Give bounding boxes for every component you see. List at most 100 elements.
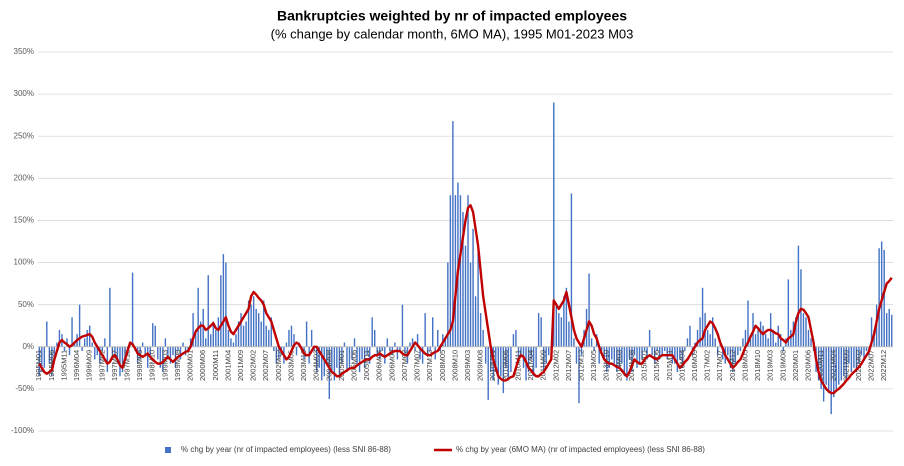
bar — [863, 346, 865, 360]
bar — [477, 245, 479, 347]
bar — [207, 275, 209, 347]
y-tick-label: 50% — [18, 300, 34, 309]
bar — [94, 346, 96, 360]
bar — [853, 346, 855, 368]
bar — [389, 346, 391, 351]
bar — [356, 346, 358, 364]
bar — [310, 329, 313, 347]
bar — [351, 346, 353, 360]
bar — [232, 342, 235, 347]
x-tick-label: 2005M11 — [362, 350, 371, 381]
x-tick-label: 2022M12 — [879, 350, 888, 381]
bar — [739, 346, 742, 351]
bar — [472, 228, 474, 347]
bar — [114, 346, 116, 356]
bar — [699, 317, 701, 347]
bar — [658, 346, 661, 360]
bar — [381, 346, 383, 351]
x-tick-label: 2021M09 — [841, 350, 850, 381]
bar — [517, 346, 520, 364]
bar — [500, 346, 502, 377]
bar — [888, 308, 890, 347]
bar — [674, 346, 676, 364]
bar — [83, 338, 86, 347]
bar — [273, 346, 275, 351]
bar — [459, 195, 462, 347]
x-tick-label: 2001M09 — [236, 350, 245, 381]
bar — [386, 338, 389, 347]
x-tick-label: 2019M03 — [766, 350, 775, 381]
bar — [106, 346, 109, 373]
bar — [555, 304, 558, 347]
bar — [474, 296, 477, 347]
bar — [136, 346, 139, 364]
x-tick-label: 2018M05 — [740, 350, 749, 381]
bar — [757, 329, 759, 347]
bar — [487, 346, 489, 400]
x-tick-label: 2008M10 — [450, 350, 459, 381]
bar — [817, 346, 820, 381]
bar — [255, 308, 257, 347]
x-tick-label: 2003M05 — [286, 350, 295, 381]
bar — [321, 346, 323, 381]
bar — [802, 313, 805, 347]
bar — [759, 321, 762, 347]
x-tick-label: 2022M07 — [867, 350, 876, 381]
bar — [41, 346, 43, 373]
x-tick-label: 2009M08 — [476, 350, 485, 381]
x-tick-label: 2000M06 — [198, 350, 207, 381]
bar — [215, 329, 217, 347]
bar — [230, 338, 232, 347]
bar — [245, 321, 247, 347]
bar — [96, 346, 98, 356]
x-tick-label: 1995M06 — [47, 350, 56, 381]
bar — [462, 212, 464, 347]
bar — [575, 346, 578, 364]
x-tick-label: 2020M11 — [816, 350, 825, 381]
bar — [855, 346, 858, 373]
bar — [505, 346, 507, 368]
bar — [348, 346, 351, 368]
y-tick-label: 150% — [14, 216, 34, 225]
x-tick-label: 2002M02 — [249, 350, 258, 381]
bar — [656, 346, 658, 351]
bar — [371, 317, 373, 347]
legend-label: % chg by year (nr of impacted employees)… — [181, 445, 391, 454]
bar — [104, 338, 106, 347]
x-tick-label: 2006M04 — [375, 350, 384, 381]
bar — [43, 346, 46, 368]
bar — [444, 338, 447, 347]
bar — [263, 300, 265, 347]
bar — [144, 346, 146, 356]
bar — [63, 346, 66, 351]
x-tick-label: 2004M03 — [312, 350, 321, 381]
bar — [452, 121, 454, 347]
bar — [764, 334, 767, 347]
x-tick-label: 2007M02 — [400, 350, 409, 381]
bar — [467, 195, 469, 347]
bar — [192, 313, 194, 347]
bar — [222, 254, 225, 347]
bar — [742, 338, 744, 347]
x-tick-label: 1995M01 — [34, 350, 43, 381]
bar — [449, 195, 452, 347]
bar — [396, 346, 399, 360]
bar — [421, 346, 424, 364]
x-tick-label: 2011M09 — [539, 350, 548, 381]
bar — [217, 317, 220, 347]
bar — [830, 346, 832, 415]
bar — [616, 346, 618, 373]
bar — [167, 346, 169, 360]
bar — [358, 346, 361, 373]
bar — [111, 346, 114, 360]
bar — [384, 346, 386, 364]
bar — [664, 346, 666, 351]
bar — [305, 321, 308, 347]
bar — [510, 346, 512, 373]
bar — [58, 329, 61, 347]
bar — [820, 346, 822, 389]
y-tick-label: -50% — [15, 384, 34, 393]
x-tick-label: 2005M06 — [350, 350, 359, 381]
bar — [48, 346, 51, 364]
